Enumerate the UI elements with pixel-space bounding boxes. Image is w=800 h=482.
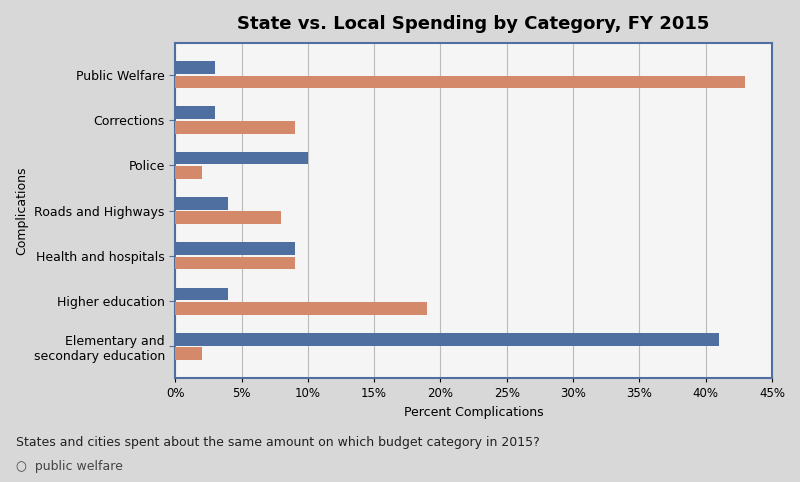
Bar: [175, 348, 202, 360]
Bar: [175, 121, 294, 134]
Bar: [175, 61, 215, 74]
Title: State vs. Local Spending by Category, FY 2015: State vs. Local Spending by Category, FY…: [238, 15, 710, 33]
Text: States and cities spent about the same amount on which budget category in 2015?: States and cities spent about the same a…: [16, 436, 540, 449]
Y-axis label: Complications: Complications: [15, 166, 28, 255]
Bar: [175, 288, 228, 300]
Bar: [175, 166, 202, 179]
Bar: [175, 197, 228, 210]
Bar: [175, 76, 746, 88]
Text: ○  public welfare: ○ public welfare: [16, 460, 123, 473]
Bar: [175, 242, 294, 255]
Bar: [175, 257, 294, 269]
Bar: [175, 212, 282, 224]
Bar: [175, 302, 427, 315]
Bar: [175, 333, 719, 346]
Bar: [175, 152, 308, 164]
X-axis label: Percent Complications: Percent Complications: [404, 406, 543, 419]
Bar: [175, 107, 215, 119]
